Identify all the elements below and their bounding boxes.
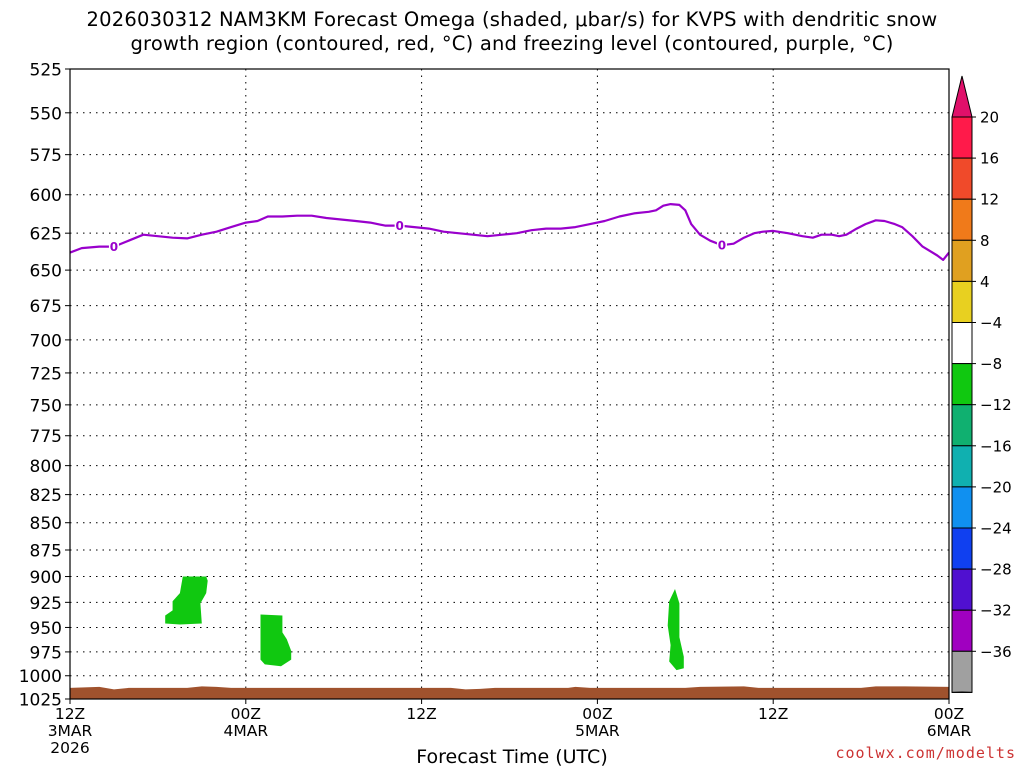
- y-tick-label-650: 650: [30, 262, 62, 282]
- x-tick-label-60-1: 00Z: [934, 705, 964, 723]
- y-tick-label-775: 775: [30, 427, 62, 447]
- colorbar-label-6: −4: [980, 314, 1002, 332]
- omega-region-2: [260, 614, 292, 667]
- x-tick-label-0-3: 2026: [50, 739, 89, 757]
- y-tick-label-875: 875: [30, 542, 62, 562]
- freezing-level-line: [70, 203, 949, 261]
- x-axis-title: Forecast Time (UTC): [416, 746, 608, 768]
- colorbar-label-10: −20: [980, 478, 1012, 496]
- x-tick-label-60-2: 6MAR: [927, 722, 972, 740]
- y-tick-label-625: 625: [30, 225, 62, 245]
- colorbar-label-7: −8: [980, 355, 1002, 373]
- colorbar-swatch-4: [951, 239, 973, 282]
- colorbar-label-8: −12: [980, 396, 1012, 414]
- y-tick-label-825: 825: [30, 486, 62, 506]
- colorbar-swatch-3: [951, 198, 973, 241]
- omega-region-1: [165, 576, 208, 625]
- y-tick-label-750: 750: [30, 396, 62, 416]
- x-tick-label-36-1: 00Z: [582, 705, 612, 723]
- colorbar-swatch-12: [951, 568, 973, 611]
- terrain-band: [70, 686, 949, 699]
- x-tick-label-0-2: 3MAR: [48, 722, 93, 740]
- chart-title: 2026030312 NAM3KM Forecast Omega (shaded…: [0, 8, 1024, 56]
- x-tick-label-12-2: 4MAR: [223, 722, 268, 740]
- y-tick-label-700: 700: [30, 331, 62, 351]
- x-tick-label-36-2: 5MAR: [575, 722, 620, 740]
- colorbar-label-13: −32: [980, 602, 1012, 620]
- y-tick-label-725: 725: [30, 364, 62, 384]
- colorbar-label-12: −28: [980, 561, 1012, 579]
- freezing-level-label-bg-1: [108, 239, 119, 254]
- colorbar-label-5: 4: [980, 273, 990, 291]
- omega-layer: [165, 576, 684, 671]
- x-tick-label-24-1: 12Z: [406, 705, 436, 723]
- colorbar-label-3: 12: [980, 191, 999, 209]
- colorbar-swatch-1: [951, 116, 973, 159]
- colorbar-swatch-6: [951, 322, 973, 365]
- colorbar-swatch-14: [951, 650, 973, 693]
- y-tick-label-975: 975: [30, 643, 62, 663]
- y-tick-label-600: 600: [30, 186, 62, 206]
- y-tick-label-675: 675: [30, 297, 62, 317]
- colorbar-label-9: −16: [980, 437, 1012, 455]
- colorbar-swatch-11: [951, 527, 973, 570]
- colorbar-swatch-10: [951, 486, 973, 529]
- title-line-1: 2026030312 NAM3KM Forecast Omega (shaded…: [86, 8, 938, 31]
- y-tick-label-575: 575: [30, 146, 62, 166]
- freezing-level-layer: 0 0 0: [70, 203, 949, 261]
- colorbar: 20 16 12 8 4 −4 −8 −12 −16 −20 −24 −28 −32 −36: [951, 75, 1012, 693]
- omega-region-3: [667, 589, 684, 671]
- y-tick-label-900: 900: [30, 568, 62, 588]
- y-tick-label-1000: 1000: [19, 667, 62, 687]
- freezing-level-label-1: 0: [110, 240, 118, 254]
- y-tick-label-950: 950: [30, 619, 62, 639]
- colorbar-swatch-2: [951, 157, 973, 200]
- title-line-2: growth region (contoured, red, °C) and f…: [130, 32, 894, 55]
- grid-layer: [70, 69, 949, 699]
- colorbar-swatch-13: [951, 609, 973, 652]
- y-tick-label-525: 525: [30, 61, 62, 81]
- colorbar-swatch-5: [951, 280, 973, 323]
- colorbar-label-4: 8: [980, 232, 990, 250]
- freezing-level-label-bg-2: [394, 218, 405, 233]
- colorbar-label-2: 16: [980, 150, 999, 168]
- y-tick-label-850: 850: [30, 514, 62, 534]
- colorbar-top-arrow: [951, 75, 973, 118]
- freezing-level-label-bg-3: [716, 238, 727, 253]
- colorbar-label-1: 20: [980, 109, 999, 127]
- x-tick-label-12-1: 00Z: [231, 705, 261, 723]
- colorbar-swatch-7: [951, 363, 973, 406]
- colorbar-swatch-9: [951, 445, 973, 488]
- axes-layer: 525 550 575 600 625 650 675 700 725 750 775 800 825 8…: [19, 61, 972, 758]
- terrain-layer: [70, 686, 949, 699]
- x-tick-label-48-1: 12Z: [758, 705, 788, 723]
- y-tick-label-550: 550: [30, 104, 62, 124]
- y-tick-label-1025: 1025: [19, 691, 62, 711]
- colorbar-swatch-8: [951, 404, 973, 447]
- freezing-level-label-3: 0: [718, 239, 726, 253]
- colorbar-label-14: −36: [980, 643, 1012, 661]
- plot-frame: [69, 68, 950, 700]
- y-tick-label-925: 925: [30, 594, 62, 614]
- freezing-level-label-2: 0: [395, 219, 403, 233]
- colorbar-label-11: −24: [980, 520, 1012, 538]
- y-tick-label-800: 800: [30, 457, 62, 477]
- site-credit: coolwx.com/modelts: [835, 744, 1016, 762]
- x-tick-label-0-1: 12Z: [55, 705, 85, 723]
